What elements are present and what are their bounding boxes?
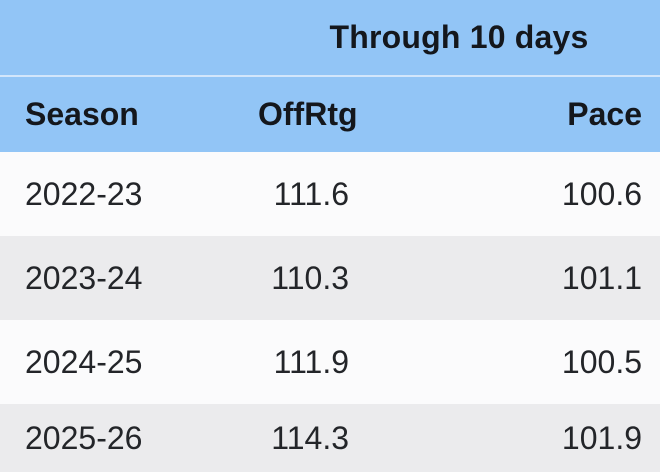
pace-cell: 100.6 (561, 175, 642, 212)
column-header-offrtg: OffRtg (258, 96, 358, 132)
column-header-season: Season (25, 96, 139, 132)
header-separator (0, 75, 660, 77)
season-cell: 2025-26 (25, 419, 143, 456)
season-cell: 2022-23 (25, 175, 143, 212)
table-row: 2023-24 110.3 101.1 (0, 236, 660, 320)
offrtg-cell: 111.6 (273, 175, 349, 212)
offrtg-cell: 110.3 (271, 259, 349, 296)
pace-cell: 100.5 (561, 343, 642, 380)
season-cell: 2024-25 (25, 343, 143, 380)
pace-cell: 101.9 (561, 419, 642, 456)
pace-cell: 101.1 (561, 259, 642, 296)
table-row: 2025-26 114.3 101.9 (0, 404, 660, 472)
group-header-row: Through 10 days (0, 0, 660, 75)
season-cell: 2023-24 (25, 259, 143, 296)
offrtg-cell: 111.9 (273, 343, 349, 380)
table-row: 2022-23 111.6 100.6 (0, 152, 660, 236)
table-row: 2024-25 111.9 100.5 (0, 320, 660, 404)
column-header-row: Season OffRtg Pace (0, 77, 660, 152)
column-header-pace: Pace (567, 96, 642, 132)
group-header-title: Through 10 days (329, 19, 589, 55)
offrtg-cell: 114.3 (271, 419, 349, 456)
